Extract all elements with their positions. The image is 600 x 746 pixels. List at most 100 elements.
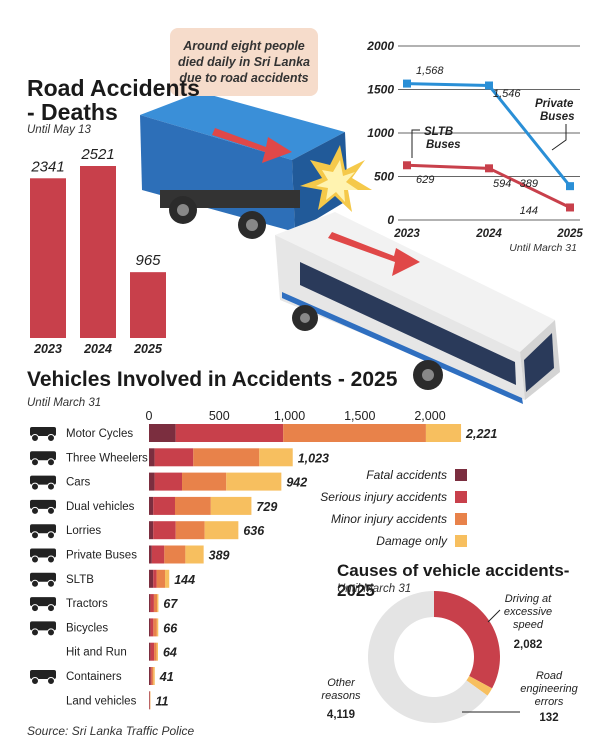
legend-label: Minor injury accidents bbox=[331, 512, 447, 526]
motorcycle-icon bbox=[30, 427, 56, 442]
bicycle-icon-wheel bbox=[31, 628, 39, 637]
vehicles-bar-segment bbox=[185, 545, 204, 564]
vehicles-bar-segment bbox=[174, 496, 211, 515]
sltb-bus-icon bbox=[30, 572, 56, 588]
donut-slice-name: engineering bbox=[520, 683, 578, 695]
vehicles-total-label: 11 bbox=[156, 694, 169, 708]
donut-slice-name: excessive bbox=[504, 606, 552, 618]
private-bus-icon-body bbox=[30, 548, 56, 558]
vehicles-bar-segment bbox=[157, 594, 159, 613]
vehicles-bar-segment bbox=[149, 594, 151, 613]
vehicles-total-label: 2,221 bbox=[465, 427, 497, 441]
donut-slice bbox=[367, 591, 488, 724]
motorcycle-icon-wheel bbox=[31, 434, 39, 442]
line-x-note: Until March 31 bbox=[509, 242, 577, 254]
bicycle-icon bbox=[30, 621, 56, 637]
three-wheeler-icon-wheel bbox=[31, 458, 39, 467]
vehicles-bar-segment bbox=[153, 569, 157, 588]
vehicles-bar-segment bbox=[193, 448, 260, 467]
vehicles-category-label: Motor Cycles bbox=[66, 428, 133, 440]
deaths-title-line2: - Deaths bbox=[27, 99, 118, 125]
vehicles-total-label: 729 bbox=[256, 500, 277, 514]
deaths-subtitle: Until May 13 bbox=[27, 124, 91, 136]
bicycle-icon-body bbox=[30, 621, 56, 631]
deaths-value-label: 2521 bbox=[80, 146, 114, 163]
donut-slice-value: 4,119 bbox=[327, 709, 355, 721]
line-value-label: 594 bbox=[493, 178, 511, 190]
vehicles-xtick-label: 1,000 bbox=[274, 409, 305, 423]
vehicles-total-label: 389 bbox=[209, 549, 230, 563]
sltb-buses-leader bbox=[411, 129, 420, 158]
container-icon-wheel bbox=[47, 677, 55, 685]
vehicles-total-label: 66 bbox=[163, 621, 178, 635]
vehicles-bar-segment bbox=[425, 424, 462, 442]
vehicles-bar-segment bbox=[150, 642, 155, 661]
legend-swatch bbox=[455, 513, 467, 525]
vehicles-category-label: SLTB bbox=[66, 574, 94, 586]
deaths-category-label: 2023 bbox=[33, 342, 62, 356]
vehicles-bar-segment bbox=[149, 448, 155, 467]
legend-label: Fatal accidents bbox=[366, 468, 447, 482]
truck-container-top bbox=[140, 92, 345, 160]
vehicles-category-label: Private Buses bbox=[66, 550, 137, 562]
private-bus-icon-wheel bbox=[47, 555, 55, 564]
vehicles-bar-segment bbox=[149, 667, 151, 685]
vehicles-total-label: 67 bbox=[163, 597, 178, 611]
legend-label: Serious injury accidents bbox=[320, 490, 447, 504]
donut-slice-name: reasons bbox=[321, 690, 361, 702]
vehicles-bar-segment bbox=[182, 472, 227, 491]
vehicles-total-label: 1,023 bbox=[298, 451, 329, 465]
bus-hub bbox=[422, 369, 434, 381]
line-point bbox=[403, 79, 411, 88]
container-icon-wheel bbox=[31, 677, 39, 685]
vehicles-total-label: 64 bbox=[163, 646, 177, 660]
deaths-bar bbox=[130, 272, 166, 338]
lorry-icon bbox=[30, 524, 56, 540]
line-ytick-label: 1000 bbox=[367, 126, 394, 140]
sltb-bus-icon-body bbox=[30, 572, 56, 582]
donut-slice-value: 132 bbox=[539, 712, 558, 724]
sltb-bus-icon-wheel bbox=[47, 579, 55, 588]
bus-windows bbox=[300, 262, 516, 385]
vehicles-subtitle: Until March 31 bbox=[27, 397, 102, 409]
line-ytick-label: 2000 bbox=[366, 39, 394, 53]
deaths-bar bbox=[80, 166, 116, 338]
private-bus-icon-wheel bbox=[31, 555, 39, 564]
vehicles-total-label: 41 bbox=[159, 670, 174, 684]
deaths-category-label: 2025 bbox=[133, 342, 163, 356]
vehicles-bar-segment bbox=[175, 521, 205, 540]
donut-leader bbox=[487, 609, 501, 623]
line-point bbox=[566, 182, 574, 191]
vehicles-bar-segment bbox=[149, 569, 154, 588]
line-value-label: 389 bbox=[520, 178, 538, 190]
tractor-icon bbox=[30, 597, 56, 613]
vehicles-bar-segment bbox=[210, 496, 252, 515]
vehicles-bar-segment bbox=[283, 424, 426, 442]
private-bus-icon bbox=[30, 548, 56, 564]
car-icon bbox=[30, 475, 56, 491]
vehicles-bar-segment bbox=[150, 667, 152, 685]
vehicles-bar-segment bbox=[150, 594, 154, 613]
donut-slice bbox=[434, 591, 500, 689]
bus-roof bbox=[275, 212, 555, 352]
truck-arrow bbox=[212, 128, 292, 163]
motorcycle-icon-wheel bbox=[47, 434, 55, 442]
vehicles-bar-segment bbox=[153, 618, 157, 637]
vehicles-bar-segment bbox=[149, 496, 154, 515]
vehicles-bar-segment bbox=[149, 545, 152, 564]
causes-subtitle: Until March 31 bbox=[337, 583, 412, 595]
vehicles-bar-segment bbox=[259, 448, 293, 467]
vehicles-bar-segment bbox=[156, 618, 159, 637]
deaths-value-label: 965 bbox=[135, 252, 161, 269]
vehicles-category-label: Lorries bbox=[66, 525, 101, 537]
causes-title: Causes of vehicle accidents- 2025 bbox=[337, 561, 570, 600]
donut-slice-name: Other bbox=[327, 677, 356, 689]
dual-vehicle-icon bbox=[30, 499, 56, 515]
vehicles-total-label: 636 bbox=[243, 524, 265, 538]
private-buses-label: Buses bbox=[540, 111, 575, 123]
line-ytick-label: 500 bbox=[374, 170, 394, 184]
donut-slice-value: 2,082 bbox=[514, 639, 543, 651]
line-point bbox=[566, 203, 574, 212]
vehicles-bar-segment bbox=[153, 594, 158, 613]
